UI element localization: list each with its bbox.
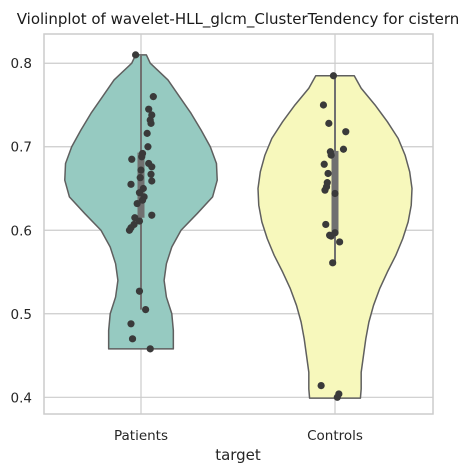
point-patients-25: [135, 217, 144, 225]
x-tick-label-controls: Controls: [307, 428, 363, 444]
y-tick-label-3: 0.7: [11, 140, 32, 156]
point-controls-11: [321, 186, 329, 194]
point-controls-0: [329, 72, 338, 80]
point-controls-4: [339, 145, 348, 153]
plot-frame: [43, 33, 434, 415]
violins: [64, 54, 413, 399]
point-patients-21: [138, 196, 147, 204]
iqr-box-patients: [137, 152, 145, 218]
y-tick-label-4: 0.8: [11, 56, 32, 72]
point-patients-33: [146, 345, 154, 353]
point-controls-19: [317, 382, 325, 390]
point-controls-12: [331, 189, 339, 198]
point-patients-0: [132, 51, 140, 59]
point-patients-14: [147, 170, 155, 178]
point-controls-18: [329, 259, 337, 267]
point-controls-3: [342, 128, 350, 136]
point-controls-7: [320, 160, 328, 168]
point-patients-2: [145, 105, 153, 113]
point-patients-7: [144, 143, 152, 151]
point-patients-5: [147, 119, 155, 127]
y-tick-label-2: 0.6: [11, 223, 32, 239]
point-patients-29: [135, 287, 144, 295]
point-patients-32: [128, 335, 137, 343]
point-controls-2: [325, 119, 333, 127]
point-patients-28: [125, 226, 134, 234]
point-patients-22: [133, 199, 141, 208]
point-controls-8: [324, 169, 332, 178]
strip-points: [125, 51, 350, 401]
x-axis-label: target: [215, 446, 261, 464]
point-patients-30: [142, 306, 150, 314]
point-patients-31: [127, 320, 135, 328]
chart-title: Violinplot of wavelet-HLL_glcm_ClusterTe…: [17, 10, 460, 29]
y-tick-label-0: 0.4: [11, 390, 32, 406]
point-patients-1: [149, 93, 157, 101]
point-controls-6: [327, 151, 335, 159]
point-patients-10: [128, 155, 136, 163]
point-patients-12: [148, 163, 156, 171]
point-patients-23: [148, 211, 156, 219]
point-patients-15: [136, 174, 144, 182]
point-patients-6: [143, 129, 151, 137]
point-patients-9: [138, 153, 146, 161]
point-patients-16: [148, 177, 156, 185]
point-patients-19: [135, 189, 144, 197]
y-tick-labels: 0.4 0.5 0.6 0.7 0.8: [11, 56, 32, 406]
y-tick-label-1: 0.5: [11, 307, 32, 323]
point-patients-13: [137, 166, 145, 174]
x-tick-label-patients: Patients: [114, 428, 168, 444]
point-patients-17: [127, 180, 135, 188]
x-tick-labels: Patients Controls: [114, 428, 363, 444]
point-controls-21: [333, 393, 341, 401]
point-controls-17: [336, 238, 344, 246]
point-controls-13: [322, 220, 330, 229]
point-controls-16: [327, 232, 335, 240]
plot-border: [43, 33, 434, 415]
point-controls-1: [319, 101, 328, 109]
